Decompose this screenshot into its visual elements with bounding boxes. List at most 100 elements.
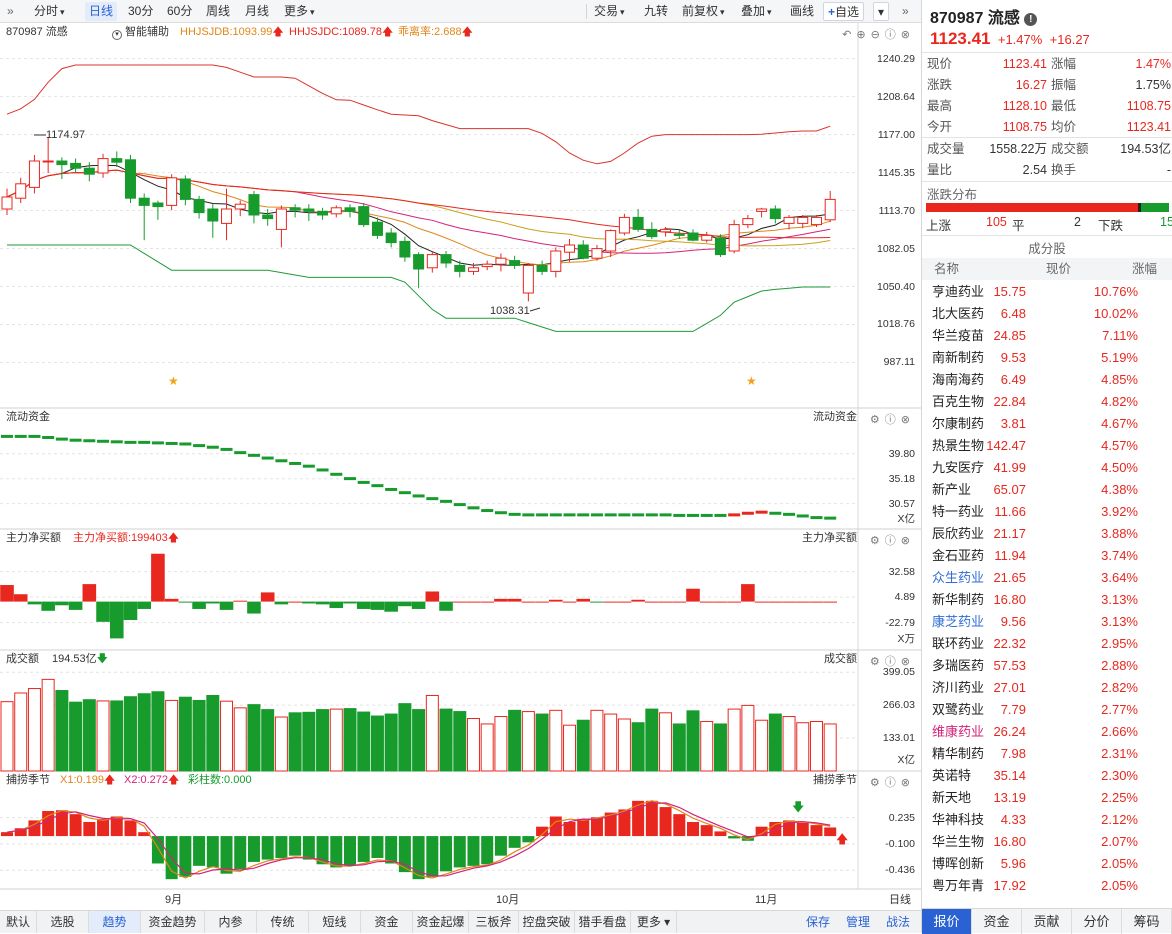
close-icon[interactable]: ⊗ — [900, 656, 915, 668]
right-tab[interactable]: 资金 — [972, 909, 1022, 934]
component-row[interactable]: 九安医疗 41.99 4.50% — [922, 457, 1172, 479]
component-row[interactable]: 华兰生物 16.80 2.07% — [922, 831, 1172, 853]
close-icon[interactable]: ⊗ — [900, 414, 915, 426]
component-row[interactable]: 特一药业 11.66 3.92% — [922, 501, 1172, 523]
help-icon[interactable]: ⓘ — [884, 535, 901, 547]
zoom-out-icon[interactable]: ⊖ — [870, 29, 885, 41]
component-row[interactable]: 华神科技 4.33 2.12% — [922, 809, 1172, 831]
indicator-tab[interactable]: 控盘突破 — [519, 911, 575, 933]
trade-menu[interactable]: 交易 ▾ — [590, 2, 629, 21]
save-button[interactable]: 保存 — [805, 915, 830, 929]
component-row[interactable]: 华兰疫苗 24.85 7.11% — [922, 325, 1172, 347]
smart-assist-toggle[interactable]: ▾ 智能辅助 — [112, 26, 169, 40]
indicator-tab[interactable]: 资金趋势 — [141, 911, 205, 933]
period-60min[interactable]: 60分 — [167, 4, 193, 18]
component-row[interactable]: 辰欣药业 21.17 3.88% — [922, 523, 1172, 545]
component-row[interactable]: 北大医药 6.48 10.02% — [922, 303, 1172, 325]
flow-segment — [28, 434, 41, 438]
component-row[interactable]: 康芝药业 9.56 3.13% — [922, 611, 1172, 633]
col-change-header[interactable]: 涨幅 — [1132, 262, 1158, 276]
col-price-header[interactable]: 现价 — [1046, 262, 1072, 276]
indicator-tab[interactable]: 传统 — [257, 911, 309, 933]
period-fenshi[interactable]: 分时 ▾ — [30, 2, 69, 21]
right-tab[interactable]: 分价 — [1072, 909, 1122, 934]
indicator-tab[interactable]: 内参 — [205, 911, 257, 933]
period-daily[interactable]: 日线 — [85, 2, 118, 21]
chart-area[interactable]: 870987 流感 ▾ 智能辅助 HHJSJDB:1093.99🡅 HHJSJD… — [0, 23, 921, 911]
draw-button[interactable]: 画线 — [790, 4, 815, 18]
component-row[interactable]: 热景生物 142.47 4.57% — [922, 435, 1172, 457]
help-icon[interactable]: ⓘ — [884, 656, 901, 668]
component-row[interactable]: 精华制药 7.98 2.31% — [922, 743, 1172, 765]
close-icon[interactable]: ⊗ — [900, 29, 915, 41]
indicator-tab[interactable]: 选股 — [37, 911, 89, 933]
volume-pane-controls[interactable]: ⚙ⓘ⊗ — [870, 653, 915, 669]
right-tab[interactable]: 筹码 — [1122, 909, 1172, 934]
help-icon[interactable]: ⓘ — [884, 414, 901, 426]
gear-icon[interactable]: ⚙ — [869, 777, 885, 789]
indicator-tab[interactable]: 默认 — [0, 911, 37, 933]
component-row[interactable]: 联环药业 22.32 2.95% — [922, 633, 1172, 655]
right-tab[interactable]: 贡献 — [1022, 909, 1072, 934]
component-row[interactable]: 金石亚药 11.94 3.74% — [922, 545, 1172, 567]
overlay-menu[interactable]: 叠加 ▾ — [737, 2, 776, 21]
close-icon[interactable]: ⊗ — [900, 777, 915, 789]
component-row[interactable]: 粤万年青 17.92 2.05% — [922, 875, 1172, 897]
period-monthly[interactable]: 月线 — [245, 4, 270, 18]
component-row[interactable]: 新华制药 16.80 3.13% — [922, 589, 1172, 611]
period-30min[interactable]: 30分 — [128, 4, 154, 18]
component-row[interactable]: 尔康制药 3.81 4.67% — [922, 413, 1172, 435]
undo-icon[interactable]: ↶ — [842, 29, 857, 41]
kline-chart[interactable] — [0, 23, 921, 911]
component-row[interactable]: 众生药业 21.65 3.64% — [922, 567, 1172, 589]
component-row[interactable]: 亨迪药业 15.75 10.76% — [922, 281, 1172, 303]
nine-turn-button[interactable]: 九转 — [644, 4, 669, 18]
period-more[interactable]: 更多 ▾ — [280, 2, 319, 21]
component-row[interactable]: 英诺特 35.14 2.30% — [922, 765, 1172, 787]
component-row[interactable]: 多瑞医药 57.53 2.88% — [922, 655, 1172, 677]
indicator-tab[interactable]: 趋势 — [89, 911, 141, 933]
watchlist-dropdown[interactable]: ▾ — [873, 2, 889, 21]
zoom-in-icon[interactable]: ⊕ — [856, 29, 871, 41]
flow-pane-controls[interactable]: ⚙ⓘ⊗ — [870, 411, 915, 427]
component-price: 6.48 — [1000, 306, 1026, 321]
help-icon[interactable]: ⓘ — [884, 29, 901, 41]
indicator-tab[interactable]: 资金起爆 — [413, 911, 469, 933]
component-row[interactable]: 维康药业 26.24 2.66% — [922, 721, 1172, 743]
gear-icon[interactable]: ⚙ — [869, 414, 885, 426]
candle-body — [810, 216, 822, 226]
indicator-tab[interactable]: 更多 ▾ — [631, 911, 677, 933]
component-row[interactable]: 百克生物 22.84 4.82% — [922, 391, 1172, 413]
help-icon[interactable]: ⓘ — [884, 777, 901, 789]
add-watchlist-button[interactable]: +自选 — [823, 2, 865, 21]
component-row[interactable]: 南新制药 9.53 5.19% — [922, 347, 1172, 369]
component-row[interactable]: 新产业 65.07 4.38% — [922, 479, 1172, 501]
indicator-tab[interactable]: 资金 — [361, 911, 413, 933]
gear-icon[interactable]: ⚙ — [869, 656, 885, 668]
component-row[interactable]: 博晖创新 5.96 2.05% — [922, 853, 1172, 875]
indicator-tab[interactable]: 猎手看盘 — [575, 911, 631, 933]
manage-button[interactable]: 管理 — [845, 915, 870, 929]
component-name: 亨迪药业 — [932, 284, 985, 299]
col-name-header[interactable]: 名称 — [934, 262, 960, 276]
quote-row: 最高 1128.10 最低 1108.75 — [927, 96, 1171, 117]
component-row[interactable]: 济川药业 27.01 2.82% — [922, 677, 1172, 699]
period-weekly[interactable]: 周线 — [206, 4, 231, 18]
netbuy-pane-controls[interactable]: ⚙ⓘ⊗ — [870, 532, 915, 548]
component-row[interactable]: 新天地 13.19 2.25% — [922, 787, 1172, 809]
strategy-button[interactable]: 战法 — [885, 915, 910, 929]
indicator-tab[interactable]: 短线 — [309, 911, 361, 933]
collapse-icon[interactable]: » — [7, 4, 14, 18]
gear-icon[interactable]: ⚙ — [869, 535, 885, 547]
season-pane-controls[interactable]: ⚙ⓘ⊗ — [870, 774, 915, 790]
flow-segment — [426, 497, 439, 501]
info-icon[interactable]: ! — [1024, 13, 1038, 26]
adjust-menu[interactable]: 前复权 ▾ — [678, 2, 729, 21]
close-icon[interactable]: ⊗ — [900, 535, 915, 547]
pane-controls[interactable]: ↶⊕⊖ⓘ⊗ — [842, 26, 915, 42]
right-tab[interactable]: 报价 — [922, 909, 972, 934]
component-row[interactable]: 双鹭药业 7.79 2.77% — [922, 699, 1172, 721]
expand-panel-icon[interactable]: » — [902, 4, 909, 18]
indicator-tab[interactable]: 三板斧 — [469, 911, 519, 933]
component-row[interactable]: 海南海药 6.49 4.85% — [922, 369, 1172, 391]
